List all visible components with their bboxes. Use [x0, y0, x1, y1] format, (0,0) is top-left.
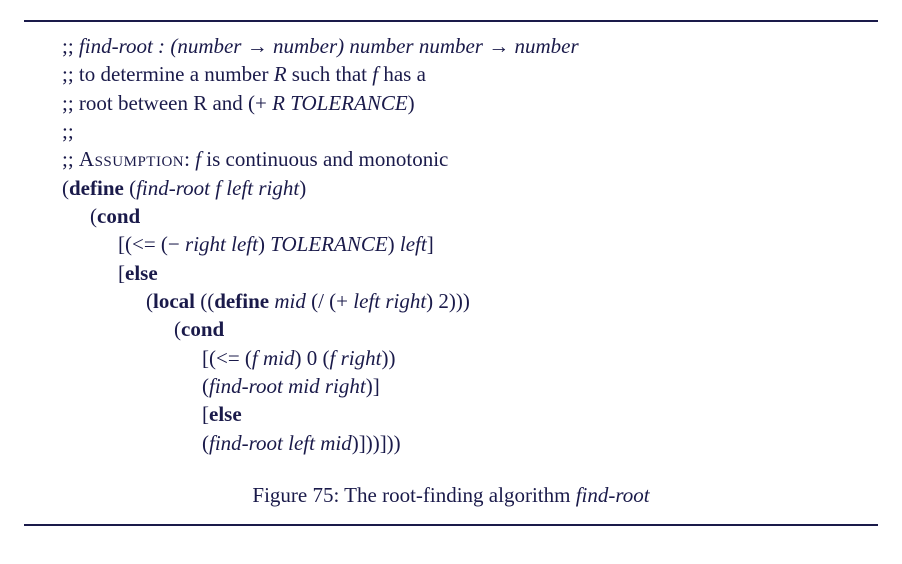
- code-line-8: [(<= (− right left) TOLERANCE) left]: [62, 230, 878, 258]
- text: )): [381, 346, 395, 370]
- kw-cond: cond: [97, 204, 140, 228]
- code-line-2: ;; to determine a number R such that f h…: [62, 60, 878, 88]
- text: (: [146, 289, 153, 313]
- text: [(<= (−: [118, 232, 185, 256]
- code-line-3: ;; root between R and (+ R TOLERANCE): [62, 89, 878, 117]
- text: (/ (+: [306, 289, 353, 313]
- code-line-4: ;;: [62, 117, 878, 145]
- code-line-11: (cond: [62, 315, 878, 343]
- code-line-10: (local ((define mid (/ (+ left right) 2)…: [62, 287, 878, 315]
- text: ;; to determine a number: [62, 62, 274, 86]
- kw-else: else: [125, 261, 158, 285]
- text: find-root :: [79, 34, 170, 58]
- text: ): [408, 91, 415, 115]
- text: such that: [287, 62, 373, 86]
- text: ) 0 (: [295, 346, 330, 370]
- code-line-9: [else: [62, 259, 878, 287]
- caption-text: Figure 75: The root-finding algorithm: [252, 483, 575, 507]
- text: f mid: [252, 346, 295, 370]
- arrow: →: [483, 34, 515, 58]
- text: ): [299, 176, 306, 200]
- code-line-6: (define (find-root f left right): [62, 174, 878, 202]
- text: ]: [427, 232, 434, 256]
- text: (: [124, 176, 136, 200]
- text: number: [177, 34, 241, 58]
- code-line-12: [(<= (f mid) 0 (f right)): [62, 344, 878, 372]
- kw-define: define: [214, 289, 269, 313]
- text: (: [202, 431, 209, 455]
- text: is continuous and monotonic: [201, 147, 448, 171]
- text: f right: [330, 346, 382, 370]
- kw-else: else: [209, 402, 242, 426]
- text: ): [388, 232, 400, 256]
- code-line-13: (find-root mid right)]: [62, 372, 878, 400]
- kw-cond: cond: [181, 317, 224, 341]
- code-line-7: (cond: [62, 202, 878, 230]
- text: right left: [185, 232, 258, 256]
- text: [(<= (: [202, 346, 252, 370]
- kw-local: local: [153, 289, 195, 313]
- text: (: [202, 374, 209, 398]
- arrow: →: [241, 34, 273, 58]
- bottom-rule: [24, 524, 878, 526]
- text: ((: [195, 289, 214, 313]
- text: has a: [378, 62, 426, 86]
- text: number: [514, 34, 578, 58]
- text: mid: [274, 289, 306, 313]
- text: left: [400, 232, 427, 256]
- text: ;; root between R and (+: [62, 91, 272, 115]
- text: ): [337, 34, 349, 58]
- caption-emph: find-root: [576, 483, 650, 507]
- text: ): [258, 232, 270, 256]
- text: :: [184, 147, 195, 171]
- text: find-root f left right: [136, 176, 299, 200]
- code-line-1: ;; find-root : (number → number) number …: [62, 32, 878, 60]
- kw-define: define: [69, 176, 124, 200]
- text: find-root left mid: [209, 431, 352, 455]
- text: TOLERANCE: [270, 232, 387, 256]
- text: number number: [349, 34, 483, 58]
- text: ;;: [62, 147, 79, 171]
- top-rule: [24, 20, 878, 22]
- text: left right: [353, 289, 426, 313]
- code-listing: ;; find-root : ( number → number) number …: [24, 32, 878, 457]
- assumption-label: Assumption: [79, 147, 184, 171]
- text: find-root mid right: [209, 374, 366, 398]
- text: [: [202, 402, 209, 426]
- var-r: R: [274, 62, 287, 86]
- text: )]: [366, 374, 380, 398]
- code-line-14: [else: [62, 400, 878, 428]
- text: (: [62, 176, 69, 200]
- text: R TOLERANCE: [272, 91, 408, 115]
- text: ;;: [62, 119, 74, 143]
- text: ) 2))): [426, 289, 470, 313]
- text: (: [174, 317, 181, 341]
- code-line-5: ;; Assumption: f is continuous and monot…: [62, 145, 878, 173]
- figure-caption: Figure 75: The root-finding algorithm fi…: [24, 483, 878, 508]
- code-line-15: (find-root left mid)]))])): [62, 429, 878, 457]
- text: number: [273, 34, 337, 58]
- text: (: [90, 204, 97, 228]
- text: )]))])): [352, 431, 401, 455]
- text: ;;: [62, 34, 79, 58]
- text: [: [118, 261, 125, 285]
